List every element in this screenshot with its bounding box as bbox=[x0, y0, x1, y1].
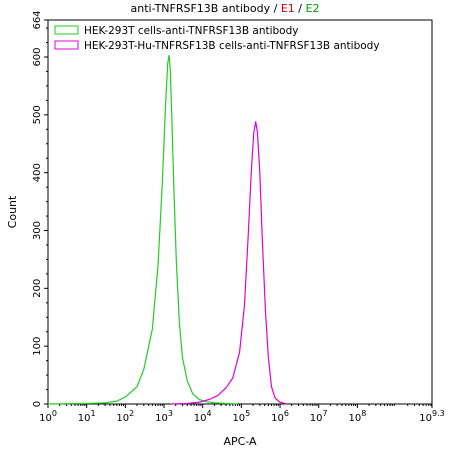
chart-title-main: anti-TNFRSF13B antibody bbox=[130, 2, 271, 15]
legend-swatch bbox=[54, 25, 79, 35]
y-tick-label: 400 bbox=[32, 163, 43, 182]
y-tick-label: 0 bbox=[32, 401, 43, 407]
x-tick-label: 109.3 bbox=[419, 409, 444, 424]
y-axis-label: Count bbox=[6, 195, 19, 228]
y-tick-label: 664 bbox=[32, 10, 43, 29]
legend-swatch bbox=[54, 40, 79, 50]
chart-title: anti-TNFRSF13B antibody / E1 / E2 bbox=[0, 2, 450, 15]
series-line-1 bbox=[47, 54, 238, 405]
legend-label: HEK-293T-Hu-TNFRSF13B cells-anti-TNFRSF1… bbox=[84, 40, 380, 52]
x-tick-label: 106 bbox=[271, 409, 289, 424]
y-tick-label: 600 bbox=[32, 47, 43, 66]
x-tick-label: 101 bbox=[78, 409, 96, 424]
x-tick-label: 102 bbox=[116, 409, 134, 424]
x-axis: 100 101 102 103 104 105 106 107 108 109.3 bbox=[39, 404, 445, 424]
x-tick-label: 103 bbox=[155, 409, 173, 424]
chart-title-e2: E2 bbox=[305, 2, 320, 15]
chart-title-separator-2: / bbox=[294, 2, 306, 15]
x-tick-label: 108 bbox=[348, 409, 366, 424]
y-tick-label: 500 bbox=[32, 105, 43, 124]
x-tick-label: 104 bbox=[194, 409, 212, 424]
y-tick-label: 300 bbox=[32, 221, 43, 240]
chart-title-separator-1: / bbox=[270, 2, 281, 15]
series-line-2 bbox=[170, 121, 287, 405]
y-axis: 0 100 200 300 400 500 600 664 bbox=[32, 10, 48, 407]
legend-label: HEK-293T cells-anti-TNFRSF13B antibody bbox=[84, 25, 298, 37]
x-tick-label: 100 bbox=[39, 409, 57, 424]
y-tick-label: 200 bbox=[32, 279, 43, 298]
plot-frame bbox=[47, 19, 433, 405]
chart-title-e1: E1 bbox=[280, 2, 295, 15]
x-axis-label: APC-A bbox=[223, 435, 257, 448]
x-tick-label: 107 bbox=[310, 409, 328, 424]
y-tick-label: 100 bbox=[32, 337, 43, 356]
series-layer bbox=[47, 54, 287, 405]
x-tick-label: 105 bbox=[232, 409, 250, 424]
legend: HEK-293T cells-anti-TNFRSF13B antibody HE… bbox=[54, 25, 380, 52]
